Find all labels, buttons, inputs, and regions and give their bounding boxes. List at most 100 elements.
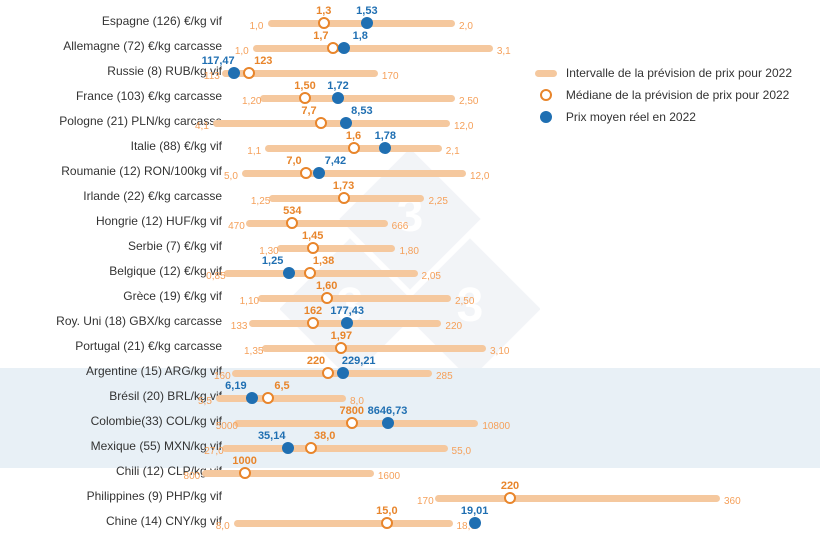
real-label: 8,53 <box>351 105 372 117</box>
range-bar <box>213 120 450 127</box>
median-label: 220 <box>501 480 519 492</box>
range-low-label: 470 <box>228 222 245 232</box>
median-marker <box>239 467 251 479</box>
range-low-label: 8,0 <box>216 522 230 532</box>
range-bar <box>224 270 417 277</box>
chart-row: Chili (12) CLP/kg vif80016001000 <box>0 458 810 483</box>
legend-real-label: Prix moyen réel en 2022 <box>566 110 696 124</box>
chart-row: Argentine (15) ARG/kg vif160285220229,21 <box>0 358 810 383</box>
range-low-label: 5000 <box>216 422 238 432</box>
chart-row: Espagne (126) €/kg vif1,02,01,31,53 <box>0 8 810 33</box>
legend-median-label: Médiane de la prévision de prix pour 202… <box>566 88 789 102</box>
range-low-label: 5,0 <box>224 172 238 182</box>
row-label: France (103) €/kg carcasse <box>0 89 230 103</box>
real-marker <box>338 42 350 54</box>
median-label: 38,0 <box>314 430 335 442</box>
median-label: 1000 <box>232 455 256 467</box>
range-low-label: 113 <box>204 72 220 82</box>
median-label: 6,5 <box>274 380 289 392</box>
median-marker <box>305 442 317 454</box>
range-bar <box>258 295 451 302</box>
median-label: 534 <box>283 205 301 217</box>
range-high-label: 1600 <box>378 472 400 482</box>
chart-row: Irlande (22) €/kg carcasse1,252,251,73 <box>0 183 810 208</box>
real-marker <box>379 142 391 154</box>
median-label: 220 <box>307 355 325 367</box>
row-track: 8,018,015,019,01 <box>230 508 810 533</box>
median-label: 1,38 <box>313 255 334 267</box>
range-bar <box>234 520 453 527</box>
real-label: 1,25 <box>262 255 283 267</box>
median-label: 1,50 <box>294 80 315 92</box>
row-label: Grèce (19) €/kg vif <box>0 289 230 303</box>
row-track: 5,58,06,56,19 <box>230 383 810 408</box>
range-low-label: 1,20 <box>242 97 261 107</box>
median-marker <box>338 192 350 204</box>
row-label: Argentine (15) ARG/kg vif <box>0 364 230 378</box>
real-marker <box>282 442 294 454</box>
row-label: Belgique (12) €/kg vif <box>0 264 230 278</box>
range-high-label: 2,50 <box>459 97 478 107</box>
row-track: 170360220 <box>230 483 810 508</box>
range-low-label: 170 <box>417 497 434 507</box>
real-label: 1,53 <box>356 5 377 17</box>
range-high-label: 55,0 <box>452 447 471 457</box>
real-label: 117,47 <box>202 55 235 67</box>
real-label: 8646,73 <box>368 405 408 417</box>
chart-row: Mexique (55) MXN/kg vif27,055,038,035,14 <box>0 433 810 458</box>
range-low-label: 1,25 <box>251 197 270 207</box>
range-bar <box>260 95 455 102</box>
range-high-label: 12,0 <box>454 122 473 132</box>
real-label: 6,19 <box>225 380 246 392</box>
range-high-label: 285 <box>436 372 453 382</box>
chart-row: Roy. Uni (18) GBX/kg carcasse13322016217… <box>0 308 810 333</box>
chart-row: Roumanie (12) RON/100kg vif5,012,07,07,4… <box>0 158 810 183</box>
median-label: 123 <box>254 55 272 67</box>
range-bar <box>435 495 720 502</box>
real-marker <box>469 517 481 529</box>
median-label: 7800 <box>340 405 364 417</box>
row-label: Roy. Uni (18) GBX/kg carcasse <box>0 314 230 328</box>
median-marker <box>286 217 298 229</box>
median-label: 162 <box>304 305 322 317</box>
median-label: 1,60 <box>316 280 337 292</box>
median-marker <box>315 117 327 129</box>
median-marker <box>304 267 316 279</box>
median-marker <box>243 67 255 79</box>
real-marker <box>341 317 353 329</box>
chart-row: Chine (14) CNY/kg vif8,018,015,019,01 <box>0 508 810 533</box>
median-label: 7,7 <box>301 105 316 117</box>
range-low-label: 0,85 <box>206 272 225 282</box>
legend-real: Prix moyen réel en 2022 <box>532 106 792 128</box>
range-high-label: 2,0 <box>459 22 473 32</box>
median-marker <box>322 367 334 379</box>
median-marker <box>348 142 360 154</box>
real-marker <box>361 17 373 29</box>
row-label: Russie (8) RUB/kg vif <box>0 64 230 78</box>
row-track: 5,012,07,07,42 <box>230 158 810 183</box>
real-label: 177,43 <box>330 305 364 317</box>
range-high-label: 220 <box>445 322 462 332</box>
range-high-label: 2,25 <box>428 197 447 207</box>
chart-row: Colombie(33) COL/kg vif50001080078008646… <box>0 408 810 433</box>
real-marker <box>332 92 344 104</box>
row-track: 1,12,11,61,78 <box>230 133 810 158</box>
median-label: 1,6 <box>346 130 361 142</box>
row-label: Portugal (21) €/kg carcasse <box>0 339 230 353</box>
range-bar <box>277 245 395 252</box>
chart-row: Philippines (9) PHP/kg vif170360220 <box>0 483 810 508</box>
range-low-label: 1,35 <box>244 347 263 357</box>
chart-row: Portugal (21) €/kg carcasse1,353,101,97 <box>0 333 810 358</box>
range-high-label: 170 <box>382 72 399 82</box>
real-label: 19,01 <box>461 505 489 517</box>
range-bar <box>202 470 374 477</box>
chart-row: Belgique (12) €/kg vif0,852,051,381,25 <box>0 258 810 283</box>
real-marker <box>382 417 394 429</box>
median-marker <box>504 492 516 504</box>
row-track: 160285220229,21 <box>230 358 810 383</box>
median-marker <box>318 17 330 29</box>
median-marker <box>327 42 339 54</box>
range-high-label: 1,80 <box>399 247 418 257</box>
median-label: 15,0 <box>376 505 397 517</box>
row-label: Italie (88) €/kg vif <box>0 139 230 153</box>
